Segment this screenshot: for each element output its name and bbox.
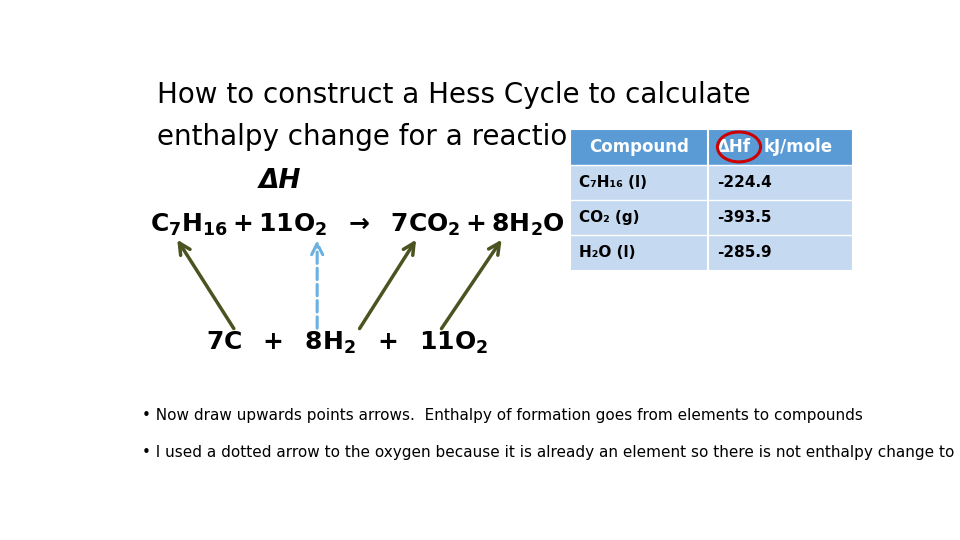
Text: -224.4: -224.4 [717,175,772,190]
Text: $\mathbf{C_7H_{16} + 11O_2\ \ \rightarrow \ \ 7CO_2 + 8H_2O}$: $\mathbf{C_7H_{16} + 11O_2\ \ \rightarro… [150,212,564,238]
Bar [570,129,852,165]
Text: How to construct a Hess Cycle to calculate: How to construct a Hess Cycle to calcula… [157,82,751,110]
Text: CO₂ (g): CO₂ (g) [579,210,639,225]
Text: • I used a dotted arrow to the oxygen because it is already an element so there : • I used a dotted arrow to the oxygen be… [142,446,960,460]
Text: ΔH: ΔH [258,168,301,194]
Bar [570,165,852,200]
Bar [570,129,852,271]
Text: kJ/mole: kJ/mole [763,138,832,156]
Text: ΔHf: ΔHf [717,138,751,156]
Text: enthalpy change for a reaction: enthalpy change for a reaction [157,123,585,151]
Text: H₂O (l): H₂O (l) [579,246,636,260]
Text: • Now draw upwards points arrows.  Enthalpy of formation goes from elements to c: • Now draw upwards points arrows. Enthal… [142,408,863,423]
Text: C₇H₁₆ (l): C₇H₁₆ (l) [579,175,647,190]
Bar [570,235,852,271]
Text: -393.5: -393.5 [717,210,771,225]
Text: $\mathbf{7C\ \ +\ \ 8H_2\ \ +\ \ 11O_2}$: $\mathbf{7C\ \ +\ \ 8H_2\ \ +\ \ 11O_2}$ [205,330,488,356]
Text: Compound: Compound [589,138,689,156]
Text: -285.9: -285.9 [717,246,771,260]
Bar [570,200,852,235]
